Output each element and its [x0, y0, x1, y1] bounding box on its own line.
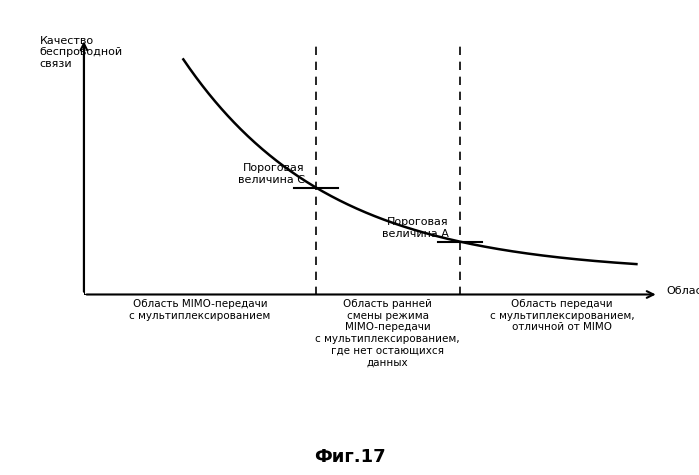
Text: Область: Область: [667, 285, 699, 295]
Text: Фиг.17: Фиг.17: [314, 447, 385, 466]
Text: Пороговая
величина C: Пороговая величина C: [238, 163, 305, 185]
Text: Область MIMO-передачи
с мультиплексированием: Область MIMO-передачи с мультиплексирова…: [129, 299, 271, 321]
Text: Область ранней
смены режима
MIMO-передачи
с мультиплексированием,
где нет остающ: Область ранней смены режима MIMO-передач…: [315, 299, 460, 367]
Text: Качество
беспроводной
связи: Качество беспроводной связи: [40, 36, 123, 69]
Text: Пороговая
величина А: Пороговая величина А: [382, 218, 449, 239]
Text: Область передачи
с мультиплексированием,
отличной от MIMO: Область передачи с мультиплексированием,…: [489, 299, 634, 332]
